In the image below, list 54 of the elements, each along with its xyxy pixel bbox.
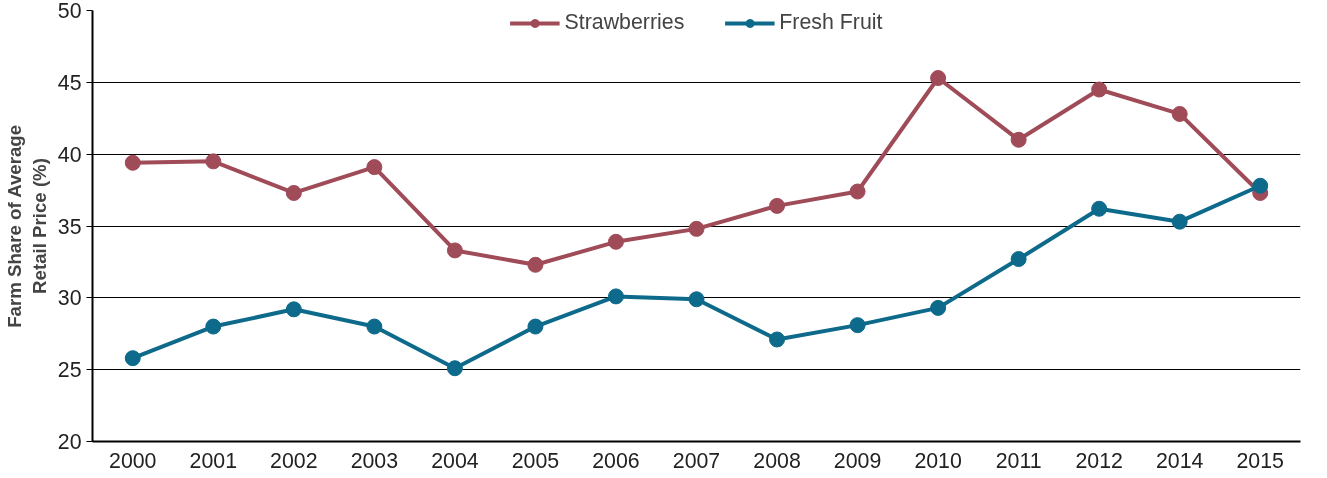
x-tick-label: 2001	[189, 448, 238, 473]
point	[1171, 213, 1188, 230]
point	[205, 153, 222, 170]
point	[285, 184, 302, 201]
x-tick-label: 2010	[914, 448, 962, 473]
x-tick-label: 2004	[431, 448, 479, 473]
y-tick-label: 20	[57, 430, 82, 454]
point	[1091, 200, 1108, 217]
y-axis-title: Farm Share of Average Retail Price (%)	[3, 124, 50, 328]
x-tick-label: 2012	[1075, 448, 1123, 473]
x-tick-label: 2008	[753, 448, 801, 473]
point	[124, 154, 141, 171]
x-tick-label: 2011	[995, 448, 1042, 473]
point	[1252, 177, 1269, 194]
y-tick-label: 35	[57, 214, 82, 239]
x-tick-label: 2014	[1155, 448, 1204, 473]
y-tick-label: 25	[57, 358, 82, 383]
point	[930, 299, 947, 316]
point	[527, 256, 544, 273]
point	[930, 70, 947, 87]
point	[366, 159, 383, 176]
x-tick-label: 2000	[109, 448, 157, 473]
point	[1010, 131, 1027, 148]
legend-label: Fresh Fruit	[779, 10, 883, 35]
point	[124, 350, 141, 367]
point	[607, 233, 624, 250]
x-tick-label: 2003	[350, 448, 399, 473]
legend-label: Strawberries	[564, 10, 685, 35]
point	[1171, 105, 1188, 122]
x-tick-label: 2002	[270, 448, 318, 473]
point	[769, 331, 786, 348]
point	[446, 242, 463, 259]
point	[285, 301, 302, 318]
x-tick-label: 2009	[833, 448, 882, 473]
y-tick-label: 45	[57, 70, 82, 95]
point	[607, 288, 624, 305]
x-tick-label: 2006	[592, 448, 640, 473]
point	[688, 291, 705, 308]
point	[688, 220, 705, 237]
x-tick-label: 2007	[672, 448, 721, 473]
point	[366, 318, 383, 335]
y-tick-label: 30	[57, 286, 82, 311]
x-tick-label: 2005	[511, 448, 560, 473]
point	[446, 360, 463, 377]
point	[1010, 251, 1027, 268]
x-tick-label: 2015	[1236, 448, 1284, 473]
point	[849, 317, 866, 334]
point	[849, 183, 866, 200]
point	[1091, 81, 1108, 98]
y-tick-label: 40	[57, 142, 82, 167]
point	[769, 197, 786, 214]
y-tick-label: 50	[57, 0, 82, 23]
point	[205, 318, 222, 335]
point	[527, 318, 544, 335]
